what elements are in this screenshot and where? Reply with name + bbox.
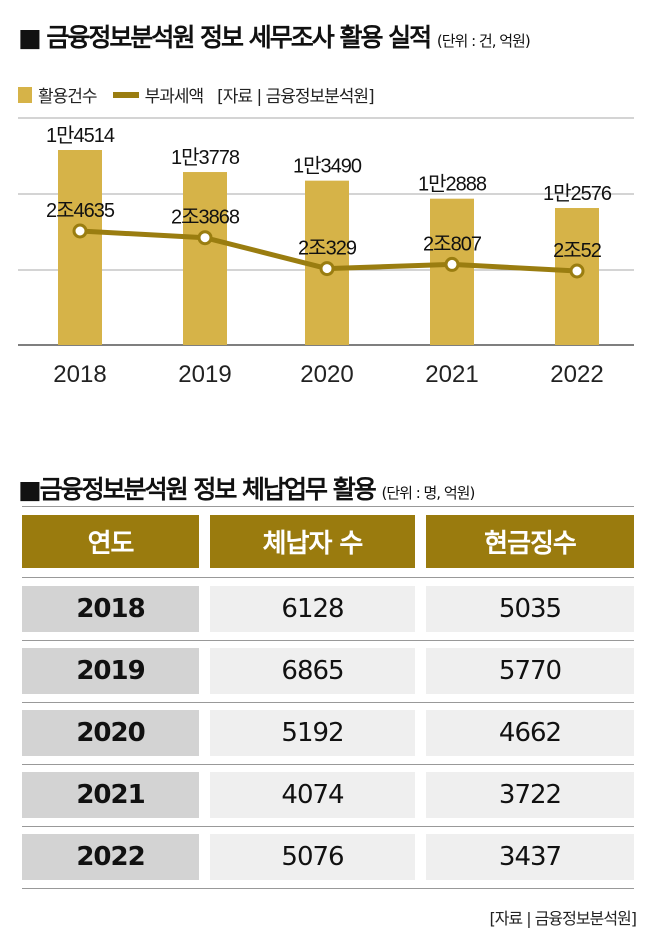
table-title: ■금융정보분석원 정보 체납업무 활용 (단위 : 명, 억원) [18, 475, 475, 504]
year-cell: 2020 [22, 710, 199, 756]
header-cell: 체납자 수 [210, 515, 415, 568]
line-point [444, 256, 460, 272]
divider [22, 577, 634, 578]
line-point [72, 223, 88, 239]
value-cell: 4662 [426, 710, 634, 756]
bar-label: 1만4514 [46, 124, 115, 147]
bar-label: 1만2888 [418, 173, 487, 196]
divider [22, 888, 634, 889]
x-tick-label: 2022 [550, 361, 603, 388]
line-label: 2조329 [298, 238, 357, 260]
year-cell: 2018 [22, 586, 199, 632]
value-cell: 5076 [210, 834, 415, 880]
x-tick-label: 2021 [425, 361, 478, 388]
value-cell: 6865 [210, 648, 415, 694]
value-cell: 5192 [210, 710, 415, 756]
value-cell: 3437 [426, 834, 634, 880]
year-cell: 2021 [22, 772, 199, 818]
value-cell: 3722 [426, 772, 634, 818]
legend: 활용건수 부과세액 [자료 | 금융정보분석원] [18, 82, 375, 107]
line-point [569, 263, 585, 279]
line-point [319, 261, 335, 277]
x-tick-label: 2019 [178, 361, 231, 388]
value-cell: 6128 [210, 586, 415, 632]
year-cell: 2019 [22, 648, 199, 694]
divider [22, 702, 634, 703]
legend-bar-label: 활용건수 [38, 87, 98, 107]
divider [22, 764, 634, 765]
line-label: 2조4635 [46, 200, 115, 222]
legend-line-label: 부과세액 [144, 87, 205, 107]
chart-unit: (단위 : 건, 억원) [436, 32, 531, 50]
divider [22, 506, 634, 507]
legend-bar-swatch [18, 86, 32, 103]
bar-2019 [183, 172, 227, 345]
line-label: 2조807 [423, 233, 482, 255]
header-cell: 현금징수 [426, 515, 634, 568]
chart-title: ■ 금융정보분석원 정보 세무조사 활용 실적 (단위 : 건, 억원) [18, 23, 531, 52]
value-cell: 5770 [426, 648, 634, 694]
divider [22, 640, 634, 641]
bar-2018 [58, 150, 102, 345]
bar-label: 1만3778 [171, 146, 240, 169]
legend-line-swatch [112, 91, 139, 98]
x-tick-label: 2018 [53, 361, 106, 388]
value-cell: 4074 [210, 772, 415, 818]
source-note: [자료 | 금융정보분석원] [489, 909, 637, 928]
line-point [197, 230, 213, 246]
divider [22, 826, 634, 827]
line-label: 2조3868 [171, 207, 240, 229]
value-cell: 5035 [426, 586, 634, 632]
chart-area: 1만4514 2018 1만3778 2019 1만3490 2020 1만2888 2021… [18, 117, 634, 388]
header-cell: 연도 [22, 515, 199, 568]
year-cell: 2022 [22, 834, 199, 880]
line-label: 2조52 [553, 240, 602, 262]
bar-label: 1만2576 [543, 182, 612, 205]
chart-title-text: 금융정보분석원 정보 세무조사 활용 실적 [46, 23, 432, 52]
bar-label: 1만3490 [293, 155, 362, 178]
x-tick-label: 2020 [300, 361, 353, 388]
legend-source: [자료 | 금융정보분석원] [217, 87, 375, 107]
table-unit: (단위 : 명, 억원) [381, 484, 475, 502]
table-title-text: 금융정보분석원 정보 체납업무 활용 [39, 475, 377, 504]
